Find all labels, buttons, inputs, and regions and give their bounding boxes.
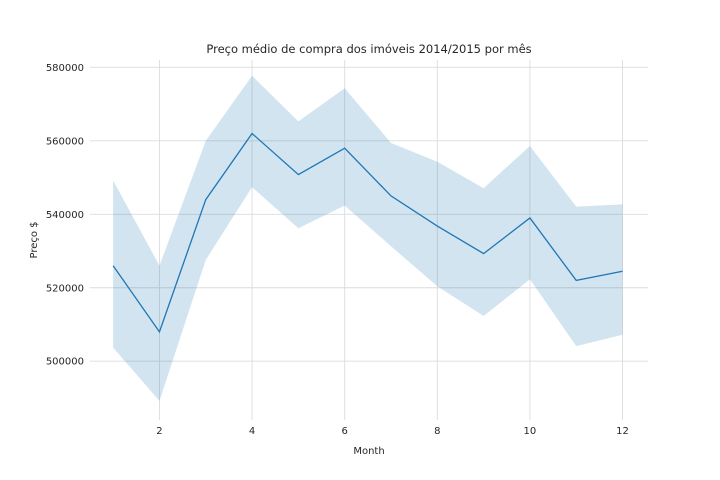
grid [90, 60, 648, 420]
confidence-band [113, 75, 623, 401]
y-tick-label: 520000 [46, 283, 84, 294]
y-tick-label: 580000 [46, 63, 84, 74]
y-tick-label: 560000 [46, 136, 84, 147]
x-tick-labels: 2 4 6 8 10 12 [156, 426, 629, 437]
x-tick-label: 8 [434, 426, 440, 437]
x-tick-label: 2 [156, 426, 162, 437]
mean-price-line [112, 132, 623, 334]
y-tick-label: 500000 [46, 357, 84, 368]
x-tick-label: 12 [616, 426, 629, 437]
y-tick-label: 540000 [46, 210, 84, 221]
chart-title: Preço médio de compra dos imóveis 2014/2… [206, 42, 531, 56]
x-tick-label: 10 [524, 426, 537, 437]
x-tick-label: 6 [342, 426, 348, 437]
x-tick-label: 4 [249, 426, 255, 437]
y-tick-labels: 500000 520000 540000 560000 580000 [46, 63, 84, 368]
x-axis-title: Month [353, 446, 384, 457]
y-axis-title: Preço $ [29, 221, 40, 258]
